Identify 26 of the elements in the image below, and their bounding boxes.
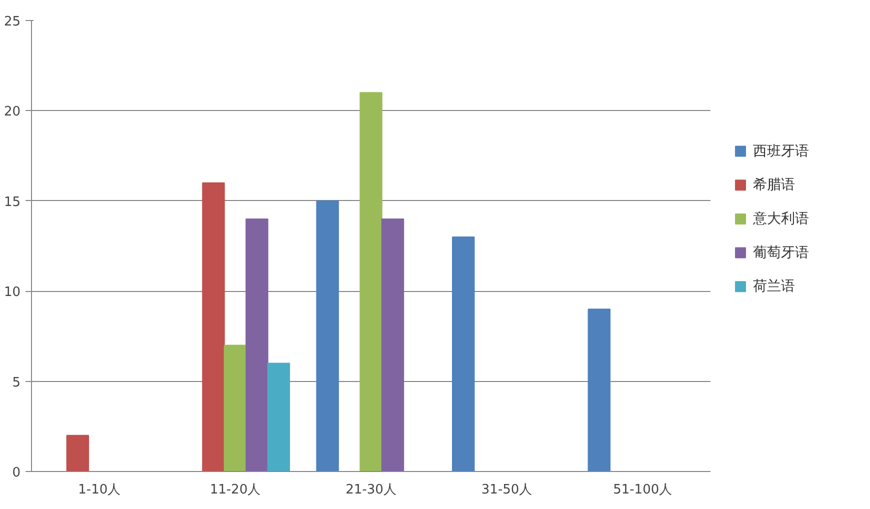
x-tick-label: 11-20人 (210, 482, 261, 498)
x-tick-label: 21-30人 (346, 482, 396, 498)
y-tick-label: 10 (4, 285, 21, 300)
bar (316, 200, 339, 472)
x-tick-label: 31-50人 (481, 482, 532, 498)
bar (381, 218, 404, 472)
x-tick-label: 1-10人 (78, 482, 121, 498)
bar (588, 308, 611, 472)
bar (452, 236, 475, 472)
legend-label: 葡萄牙语 (753, 244, 809, 261)
bar (224, 344, 247, 472)
y-tick-label: 5 (12, 375, 21, 390)
y-tick-label: 15 (4, 194, 21, 210)
x-tick-label: 51-100人 (613, 482, 672, 498)
y-tick-label: 25 (4, 14, 21, 30)
legend-label: 意大利语 (752, 210, 809, 227)
legend-label: 荷兰语 (753, 278, 795, 295)
legend-label: 希腊语 (753, 177, 795, 194)
bar (66, 434, 90, 472)
bar (202, 182, 225, 472)
bar (267, 362, 290, 472)
bar (246, 218, 268, 472)
legend-label: 西班牙语 (753, 143, 809, 160)
y-tick-label: 20 (4, 104, 21, 120)
bar (360, 92, 382, 472)
y-tick-label: 0 (12, 466, 21, 480)
